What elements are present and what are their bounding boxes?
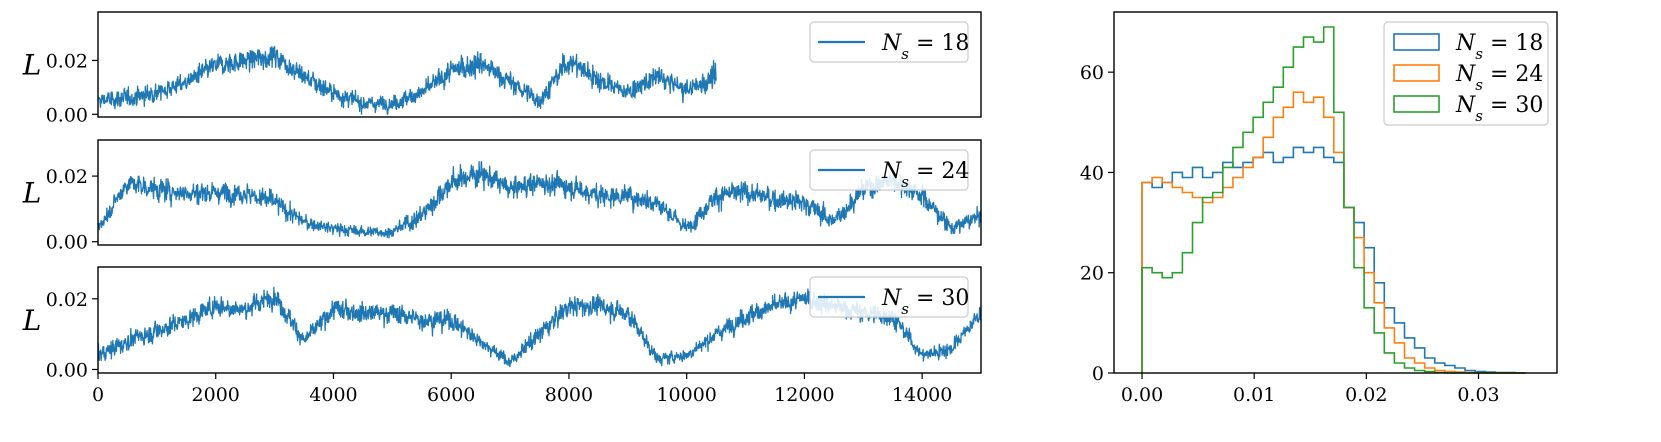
histogram-step-line [1141, 146, 1526, 374]
plot-frame [1113, 11, 1558, 374]
legend-swatch-icon [1393, 95, 1440, 113]
legend-frame [809, 276, 969, 318]
histogram-series [1141, 26, 1526, 374]
x-tick-label: 6000 [427, 384, 475, 406]
histogram-step-line [1141, 91, 1526, 374]
legend-frame [1383, 21, 1549, 126]
legend: Ns = 18 [809, 21, 969, 63]
plot-frame [97, 11, 982, 118]
legend-label: Ns = 18 [881, 31, 969, 63]
legend-entry-ns18: Ns = 18 [1393, 31, 1543, 63]
trace-series-ns18 [98, 46, 717, 115]
y-axis-label: L [22, 177, 42, 210]
legend-swatch-icon [1393, 33, 1440, 51]
legend: Ns = 18 Ns = 24 Ns = 30 [1383, 21, 1549, 126]
trace-panel-ns30: 0.00 0.02 0 2000 4000 6000 8000 10000 12000 14000… [22, 266, 982, 406]
trace-panel-ns24: 0.00 0.02 L Ns = 24 [22, 139, 982, 254]
trace-line [98, 46, 717, 115]
x-tick-label: 8000 [545, 384, 593, 406]
x-tick-label: 2000 [192, 384, 240, 406]
legend-frame [809, 21, 969, 63]
legend-frame [809, 149, 969, 191]
plot-frame [97, 266, 982, 374]
trace-series-ns24 [98, 160, 981, 239]
plot-frame [97, 139, 982, 246]
y-tick-label: 0.02 [46, 289, 88, 311]
histogram-panel: 0 20 40 60 0.00 0.01 0.02 0.03 Ns = 18 Ns = 24 … [1080, 11, 1558, 406]
x-tick-label: 0.02 [1345, 384, 1387, 406]
trace-line [98, 160, 981, 239]
legend-entry-ns24: Ns = 24 [1393, 62, 1543, 94]
x-tick-label: 10000 [656, 384, 716, 406]
legend-swatch-icon [1393, 64, 1440, 82]
x-tick-label: 0.03 [1457, 384, 1499, 406]
legend: Ns = 30 [809, 276, 969, 318]
y-tick-label: 0.00 [46, 359, 88, 381]
axis-ticks: 0.00 0.02 [46, 50, 98, 126]
x-tick-label: 12000 [774, 384, 834, 406]
y-tick-label: 0.02 [46, 50, 88, 72]
legend: Ns = 24 [809, 149, 969, 191]
legend-entry-ns30: Ns = 30 [1393, 93, 1543, 125]
axis-ticks: 0 20 40 60 0.00 0.01 0.02 0.03 [1080, 62, 1500, 406]
x-tick-label: 14000 [892, 384, 952, 406]
axis-ticks: 0.00 0.02 [46, 166, 98, 254]
y-axis-label: L [22, 304, 42, 337]
y-tick-label: 0.00 [46, 104, 88, 126]
legend-label: Ns = 24 [881, 159, 969, 191]
y-tick-label: 0.00 [46, 232, 88, 254]
x-tick-label: 4000 [309, 384, 357, 406]
legend-label: Ns = 30 [1455, 93, 1543, 125]
legend-label: Ns = 30 [881, 286, 969, 318]
histogram-step-line [1141, 26, 1526, 374]
y-tick-label: 0.02 [46, 166, 88, 188]
y-axis-label: L [22, 49, 42, 82]
legend-label: Ns = 24 [1455, 62, 1543, 94]
x-tick-label: 0.01 [1233, 384, 1275, 406]
y-tick-label: 20 [1080, 263, 1104, 285]
y-tick-label: 40 [1080, 162, 1104, 184]
axis-ticks: 0.00 0.02 0 2000 4000 6000 8000 10000 12000 14000 [46, 289, 953, 406]
y-tick-label: 0 [1092, 363, 1104, 385]
legend-label: Ns = 18 [1455, 31, 1543, 63]
x-tick-label: 0.00 [1121, 384, 1163, 406]
x-tick-label: 0 [92, 384, 104, 406]
y-tick-label: 60 [1080, 62, 1104, 84]
trace-panel-ns18: 0.00 0.02 L Ns = 18 [22, 11, 982, 126]
